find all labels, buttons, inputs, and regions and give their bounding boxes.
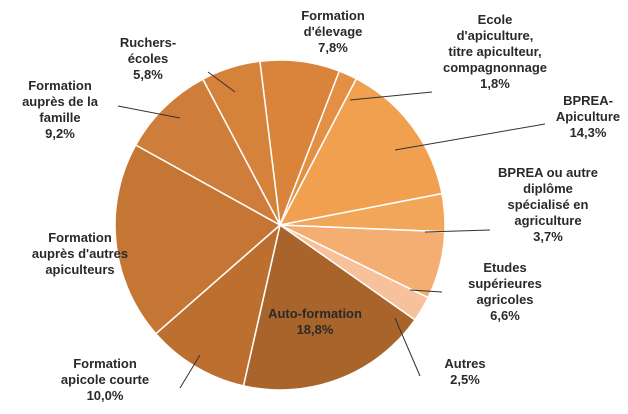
label-line: Apiculture	[556, 109, 620, 124]
value-label: 6,6%	[490, 308, 520, 323]
pie-slice	[242, 223, 417, 391]
leader-line	[179, 354, 201, 389]
value-label: 7,8%	[318, 40, 348, 55]
label-line: famille	[39, 110, 80, 125]
slice-label: Formation apicole courte	[61, 356, 149, 387]
slice-label: Ruchers-écoles	[120, 35, 176, 66]
slice-label: Formation d'élevage	[301, 8, 365, 39]
label-line: Formation	[48, 230, 112, 245]
label-line: Formation	[28, 78, 92, 93]
label-line: Auto-formation	[268, 306, 362, 321]
slice-label: Autres	[444, 356, 485, 371]
label-line: Etudes	[483, 260, 526, 275]
value-label: 9,2%	[45, 126, 75, 141]
label-line: Ruchers-	[120, 35, 176, 50]
slice-label: Ecole d'apiculture, titre apiculteur, compa…	[443, 12, 547, 75]
label-line: compagnonnage	[443, 60, 547, 75]
label-line: Formation	[73, 356, 137, 371]
label-line: Formation	[301, 8, 365, 23]
label-line: BPREA ou autre	[498, 165, 598, 180]
pie-slice	[201, 60, 281, 226]
pie-slice	[154, 222, 282, 387]
slice-label: BPREA ou autre diplôme spécialisé en agricu…	[498, 165, 598, 228]
label-line: BPREA-	[563, 93, 613, 108]
pie-slice	[278, 77, 443, 227]
label-line: apiculteurs	[45, 262, 114, 277]
value-label: 18,8%	[297, 322, 334, 337]
pie-slice	[114, 143, 282, 335]
label-line: d'élevage	[304, 24, 363, 39]
label-line: auprès d'autres	[32, 246, 128, 261]
label-line: spécialisé en	[508, 197, 589, 212]
leader-line	[424, 229, 491, 233]
slice-label: BPREA-Apiculture	[556, 93, 620, 124]
slice-label: Formation auprès d'autres apiculteurs	[32, 230, 128, 277]
label-line: Ecole	[478, 12, 513, 27]
value-label: 2,5%	[450, 372, 480, 387]
slice-label: Formation auprès de la famille	[22, 78, 99, 125]
leader-line	[394, 123, 546, 151]
value-label: 1,8%	[480, 76, 510, 91]
label-line: apicole courte	[61, 372, 149, 387]
label-line: agriculture	[514, 213, 581, 228]
label-line: Autres	[444, 356, 485, 371]
leader-line	[117, 105, 181, 119]
label-line: écoles	[128, 51, 168, 66]
slice-label: Auto-formation	[268, 306, 362, 321]
value-label: 5,8%	[133, 67, 163, 82]
leader-line	[207, 71, 236, 93]
label-line: diplôme	[523, 181, 573, 196]
label-line: titre apiculteur,	[448, 44, 541, 59]
leader-line	[409, 289, 443, 293]
value-label: 14,3%	[570, 125, 607, 140]
label-line: agricoles	[476, 292, 533, 307]
slice-label: Etudes supérieures agricoles	[468, 260, 542, 307]
label-line: supérieures	[468, 276, 542, 291]
label-line: auprès de la	[22, 94, 99, 109]
value-label: 3,7%	[533, 229, 563, 244]
leader-line	[349, 91, 433, 101]
value-label: 10,0%	[87, 388, 124, 403]
leader-line	[394, 317, 421, 377]
label-line: d'apiculture,	[457, 28, 534, 43]
pie-slice	[134, 78, 282, 227]
